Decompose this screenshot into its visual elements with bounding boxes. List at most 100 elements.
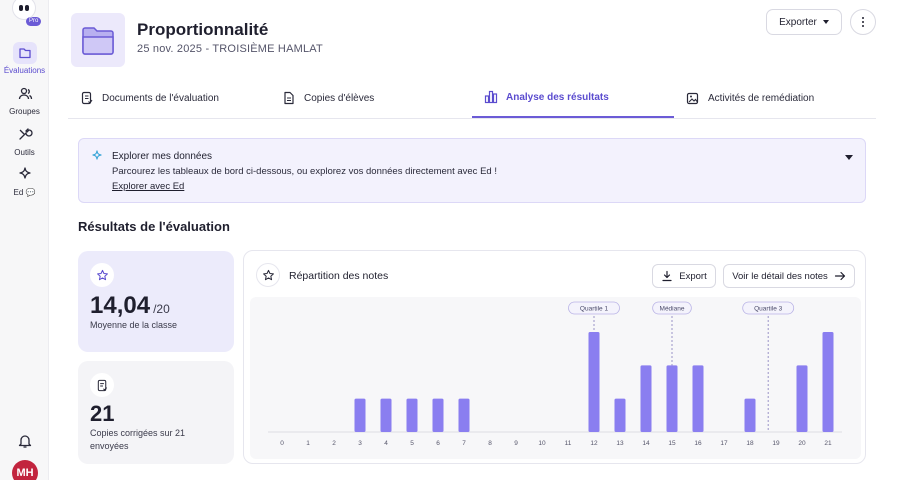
exporter-label: Exporter bbox=[779, 16, 817, 28]
exporter-button[interactable]: Exporter bbox=[766, 9, 842, 35]
x-tick-label: 1 bbox=[306, 440, 310, 447]
x-tick-label: 19 bbox=[772, 440, 780, 447]
histogram-bar[interactable] bbox=[380, 398, 392, 432]
tab-remediation[interactable]: Activités de remédiation bbox=[674, 78, 874, 118]
histogram-bar[interactable] bbox=[744, 398, 756, 432]
histogram-bar[interactable] bbox=[354, 398, 366, 432]
class-average: 14,04/20 bbox=[90, 292, 170, 320]
x-tick-label: 14 bbox=[642, 440, 650, 447]
chevron-down-icon[interactable] bbox=[845, 155, 853, 160]
sparkle-icon bbox=[13, 164, 37, 186]
grade-detail-label: Voir le détail des notes bbox=[732, 270, 828, 282]
histogram-bar[interactable] bbox=[666, 365, 678, 432]
pro-badge: Pro bbox=[26, 17, 42, 26]
sparkle-icon bbox=[92, 150, 102, 160]
logo-eye-icon bbox=[19, 5, 23, 11]
tab-documents[interactable]: Documents de l'évaluation bbox=[68, 78, 268, 118]
bar-chart-icon bbox=[484, 90, 498, 104]
x-tick-label: 20 bbox=[798, 440, 806, 447]
chart-plot-area: Quartile 1 Médiane Quartile 3 0 1 2 3 4 5 6 7 8 9 10 1… bbox=[250, 297, 861, 459]
sidebar-item-label: Évaluations bbox=[3, 66, 46, 75]
x-tick-label: 21 bbox=[824, 440, 832, 447]
logo-eye-icon bbox=[25, 5, 29, 11]
histogram-bar[interactable] bbox=[406, 398, 418, 432]
x-tick-label: 0 bbox=[280, 440, 284, 447]
x-tick-label: 11 bbox=[565, 440, 572, 447]
histogram-bar[interactable] bbox=[822, 332, 834, 432]
average-card: 14,04/20 Moyenne de la classe bbox=[78, 251, 234, 352]
section-title: Résultats de l'évaluation bbox=[78, 219, 230, 234]
marker-label: Quartile 1 bbox=[580, 306, 609, 313]
marker-badge bbox=[652, 301, 692, 315]
folder-icon bbox=[12, 42, 37, 64]
x-tick-label: 18 bbox=[746, 440, 754, 447]
x-tick-label: 12 bbox=[590, 440, 598, 447]
sidebar-item-label: Ed 💬 bbox=[13, 188, 36, 197]
average-value: 14,04 bbox=[90, 292, 151, 319]
bell-icon[interactable] bbox=[16, 432, 34, 450]
marker-badge bbox=[568, 301, 620, 315]
x-tick-label: 8 bbox=[488, 440, 492, 447]
x-tick-label: 2 bbox=[332, 440, 336, 447]
app-logo[interactable] bbox=[12, 0, 36, 20]
sidebar-item-label: Groupes bbox=[9, 107, 40, 116]
corrected-label: Copies corrigées sur 21 envoyées bbox=[90, 427, 185, 453]
x-tick-label: 7 bbox=[462, 440, 466, 447]
tab-label: Activités de remédiation bbox=[708, 92, 815, 104]
histogram-bar[interactable] bbox=[692, 365, 704, 432]
corrected-label-line: envoyées bbox=[90, 441, 129, 451]
sidebar-item-outils[interactable]: Outils bbox=[0, 124, 49, 157]
corrected-count: 21 bbox=[90, 401, 115, 426]
tab-label: Documents de l'évaluation bbox=[102, 92, 219, 104]
histogram-bar[interactable] bbox=[432, 398, 444, 432]
tab-copies[interactable]: Copies d'élèves bbox=[270, 78, 470, 118]
tab-bar: Documents de l'évaluation Copies d'élève… bbox=[68, 78, 876, 119]
sidebar-item-ed[interactable]: Ed 💬 bbox=[0, 164, 49, 197]
chevron-down-icon bbox=[822, 20, 829, 24]
star-icon bbox=[90, 263, 114, 287]
tab-label: Analyse des résultats bbox=[506, 91, 609, 103]
tab-label: Copies d'élèves bbox=[304, 92, 375, 104]
histogram-bar[interactable] bbox=[458, 398, 470, 432]
sidebar: Pro Évaluations Groupes Outils Ed 💬 MH bbox=[0, 0, 49, 480]
marker-label: Quartile 3 bbox=[754, 306, 783, 313]
sidebar-item-label: Outils bbox=[14, 148, 35, 157]
clipboard-check-icon bbox=[90, 373, 114, 397]
corrected-copies-card: 21 Copies corrigées sur 21 envoyées bbox=[78, 361, 234, 464]
x-tick-label: 4 bbox=[384, 440, 388, 447]
arrow-right-icon bbox=[834, 271, 845, 281]
page-subtitle: 25 nov. 2025 - TROISIÈME HAMLAT bbox=[137, 43, 323, 55]
explore-with-ed-link[interactable]: Explorer avec Ed bbox=[112, 181, 185, 192]
chart-export-label: Export bbox=[679, 270, 707, 282]
grade-detail-button[interactable]: Voir le détail des notes bbox=[723, 264, 855, 288]
average-denominator: /20 bbox=[153, 302, 170, 316]
histogram-bar[interactable] bbox=[614, 398, 626, 432]
users-icon bbox=[13, 83, 37, 105]
chart-title: Répartition des notes bbox=[289, 270, 389, 282]
histogram-bar[interactable] bbox=[640, 365, 652, 432]
more-options-button[interactable] bbox=[850, 9, 876, 35]
image-sparkle-icon bbox=[686, 92, 699, 105]
marker-badge bbox=[742, 301, 795, 315]
average-label: Moyenne de la classe bbox=[90, 320, 178, 330]
x-tick-label: 9 bbox=[514, 440, 518, 447]
x-tick-label: 5 bbox=[410, 440, 414, 447]
chart-export-button[interactable]: Export bbox=[652, 264, 716, 288]
histogram-bar[interactable] bbox=[588, 332, 600, 432]
sidebar-item-evaluations[interactable]: Évaluations bbox=[0, 42, 49, 75]
x-tick-label: 17 bbox=[720, 440, 728, 447]
avatar[interactable]: MH bbox=[12, 460, 38, 480]
sidebar-item-groupes[interactable]: Groupes bbox=[0, 83, 49, 116]
tab-analyse[interactable]: Analyse des résultats bbox=[472, 78, 674, 118]
histogram-bar[interactable] bbox=[796, 365, 808, 432]
x-tick-label: 3 bbox=[358, 440, 362, 447]
x-tick-label: 10 bbox=[538, 440, 546, 447]
x-tick-label: 13 bbox=[616, 440, 624, 447]
document-icon bbox=[81, 91, 93, 105]
more-vertical-icon bbox=[861, 16, 865, 20]
file-text-icon bbox=[284, 91, 294, 105]
banner-text: Parcourez les tableaux de bord ci-dessou… bbox=[112, 166, 497, 177]
marker-label: Médiane bbox=[660, 306, 685, 313]
page-title: Proportionnalité bbox=[137, 20, 269, 39]
x-tick-label: 16 bbox=[694, 440, 702, 447]
